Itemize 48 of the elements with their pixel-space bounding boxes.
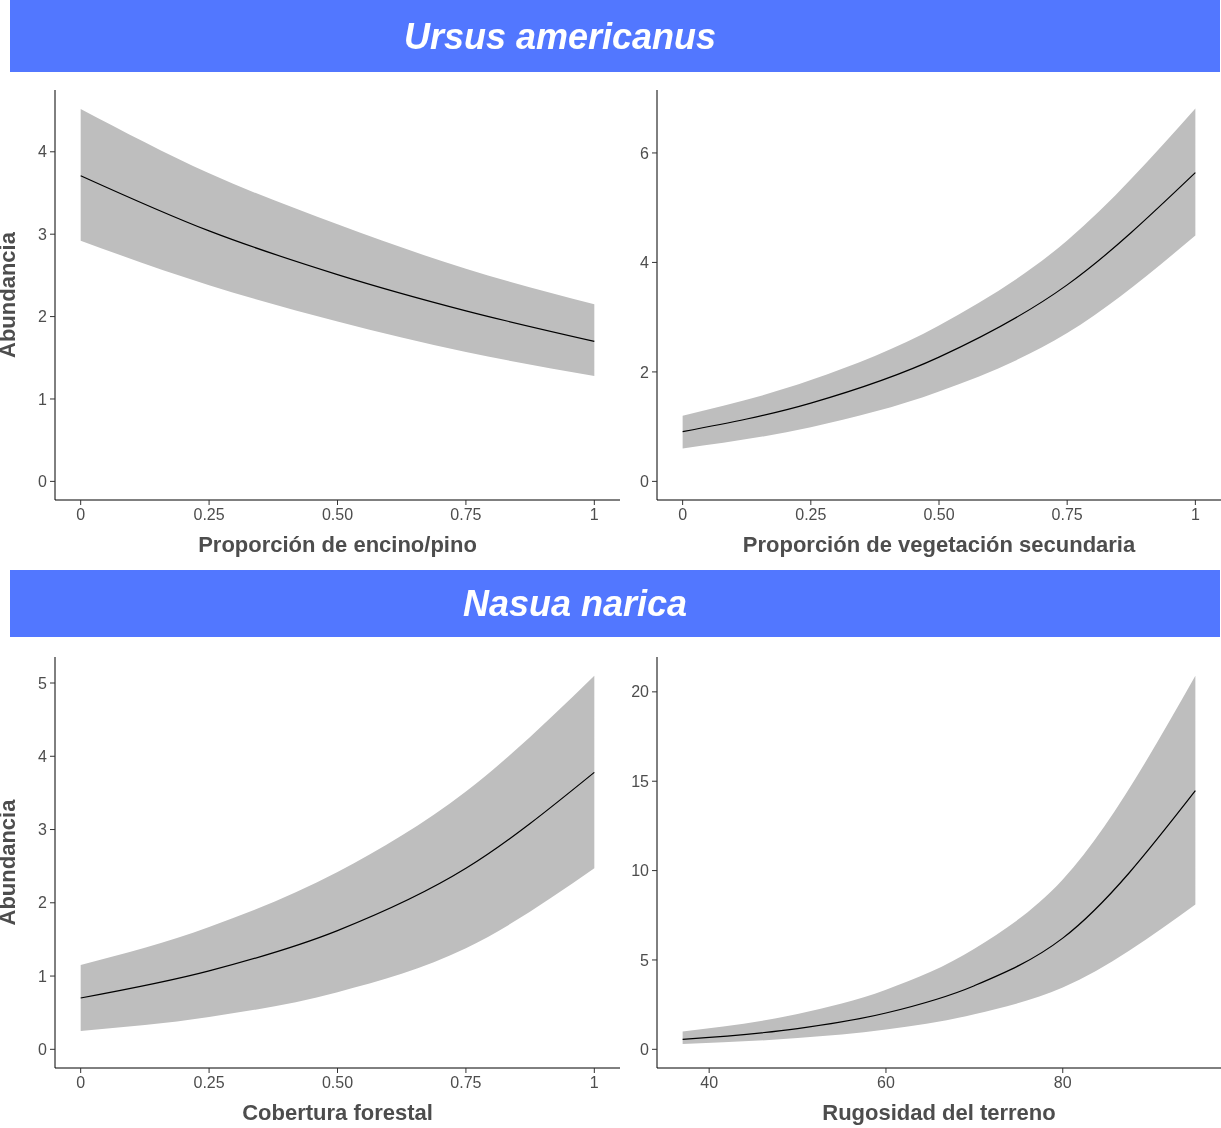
- x-tick-label: 0.75: [1051, 506, 1083, 523]
- x-tick-label: 40: [700, 1074, 719, 1091]
- y-tick-label: 2: [640, 363, 650, 381]
- x-axis-title: Proporción de encino/pino: [198, 532, 477, 557]
- y-tick-label: 2: [38, 894, 48, 912]
- y-tick-label: 3: [38, 225, 48, 243]
- x-tick-label: 0.25: [795, 506, 827, 523]
- y-tick-label: 5: [640, 951, 650, 969]
- line-series: [682, 172, 1196, 433]
- x-tick-label: 0.75: [450, 506, 482, 523]
- x-tick-label: 0: [678, 506, 688, 523]
- y-tick-label: 4: [640, 254, 650, 272]
- x-tick-label: 0.25: [193, 1074, 225, 1091]
- y-tick-label: 0: [38, 472, 48, 490]
- y-tick-label: 10: [631, 862, 650, 880]
- x-tick-label: 1: [1190, 506, 1200, 523]
- y-tick-label: 1: [38, 967, 48, 985]
- y-tick-label: 0: [38, 1040, 48, 1058]
- y-tick-label: 3: [38, 821, 48, 839]
- y-tick-label: 6: [640, 144, 650, 162]
- y-tick-label: 4: [38, 143, 48, 161]
- line-series: [80, 175, 595, 342]
- x-tick-label: 60: [877, 1074, 895, 1091]
- chart-title: Nasua narica: [462, 582, 688, 624]
- y-tick-label: 5: [38, 674, 48, 692]
- x-tick-label: 0: [76, 1074, 86, 1091]
- x-tick-label: 0.50: [321, 506, 354, 523]
- x-tick-label: 0.50: [321, 1074, 354, 1091]
- x-tick-label: 1: [589, 506, 599, 523]
- y-tick-label: 0: [640, 472, 650, 490]
- y-tick-label: 1: [38, 390, 48, 408]
- chart-title: Ursus americanus: [403, 15, 717, 57]
- x-tick-label: 0.25: [193, 506, 225, 523]
- x-tick-label: 0.75: [450, 1074, 482, 1091]
- x-axis-title: Rugosidad del terreno: [822, 1100, 1056, 1125]
- y-tick-label: 15: [631, 772, 650, 790]
- x-axis-title: Cobertura forestal: [242, 1100, 433, 1125]
- y-tick-label: 2: [38, 308, 48, 326]
- y-tick-label: 20: [631, 683, 650, 701]
- x-axis-title: Proporción de vegetación secundaria: [742, 532, 1136, 557]
- line-series: [682, 790, 1196, 1040]
- x-tick-label: 0.50: [923, 506, 955, 523]
- x-tick-label: 0: [76, 506, 86, 523]
- y-tick-label: 4: [38, 747, 48, 765]
- x-tick-label: 80: [1053, 1074, 1072, 1091]
- y-tick-label: 0: [640, 1040, 650, 1058]
- line-series: [80, 771, 595, 999]
- x-tick-label: 1: [589, 1074, 599, 1091]
